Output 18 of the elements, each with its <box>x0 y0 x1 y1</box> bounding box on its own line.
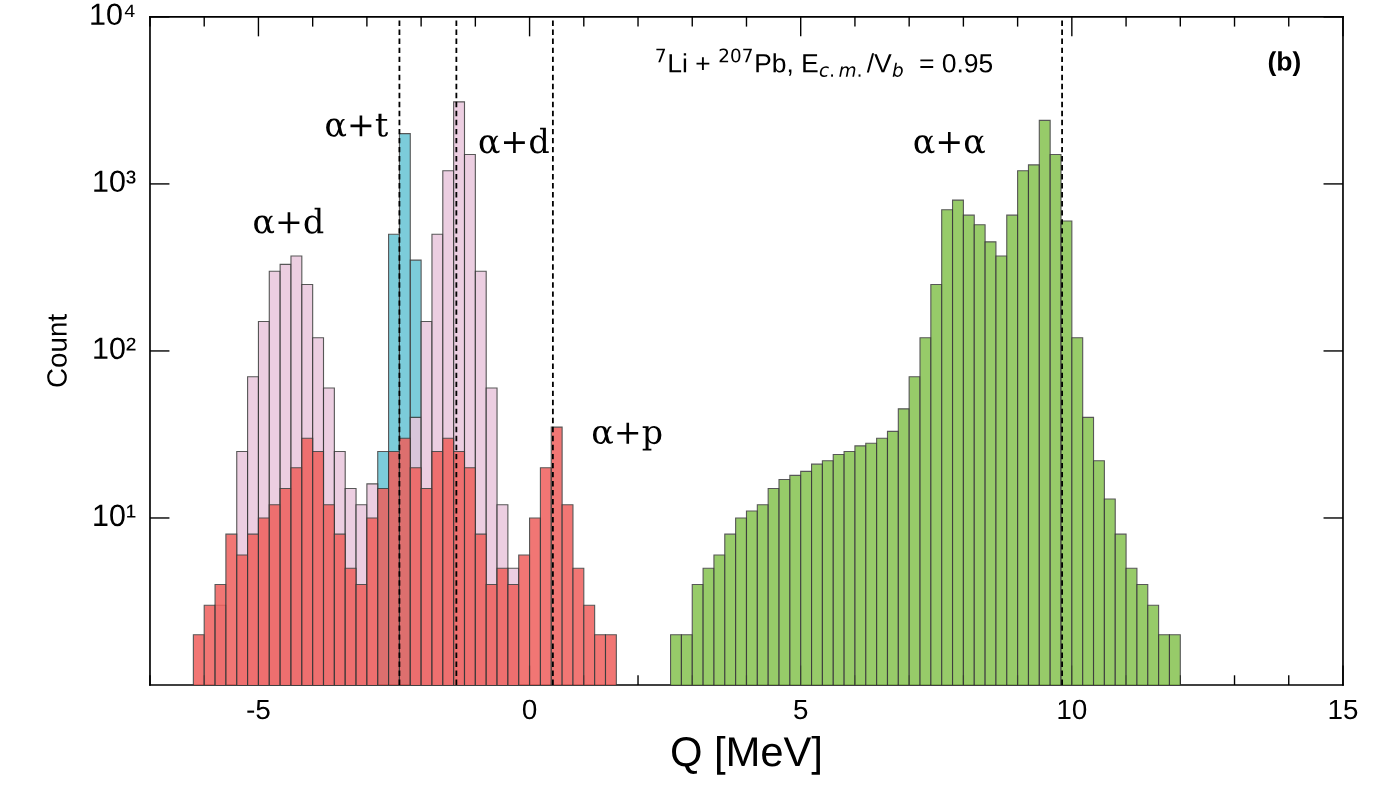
annotation: α+α <box>914 132 985 154</box>
y-tick-label: 10³ <box>94 170 136 193</box>
annotation: α+p <box>592 422 662 451</box>
annotation: α+d <box>254 207 324 234</box>
x-tick-label: 5 <box>794 699 808 720</box>
y-axis-title: Count <box>47 314 67 387</box>
x-tick-label: -5 <box>247 699 270 720</box>
annotation: α+d <box>479 127 549 154</box>
text: $^{7}$Li + $^{207}$Pb, E$_{c.m.}$/V$_{b}$ = 0.95 <box>656 48 993 77</box>
annotation: α+t <box>326 113 389 137</box>
x-tick-label: 0 <box>522 699 537 720</box>
x-tick-label: 15 <box>1329 699 1358 720</box>
y-tick-label: 10⁴ <box>91 3 135 26</box>
y-tick-label: 10² <box>94 337 136 360</box>
x-tick-label: 10 <box>1058 699 1087 720</box>
y-tick-label: 10¹ <box>94 504 136 527</box>
x-axis-title: Q [MeV] <box>672 735 820 775</box>
annotation: (b) <box>1268 51 1300 76</box>
